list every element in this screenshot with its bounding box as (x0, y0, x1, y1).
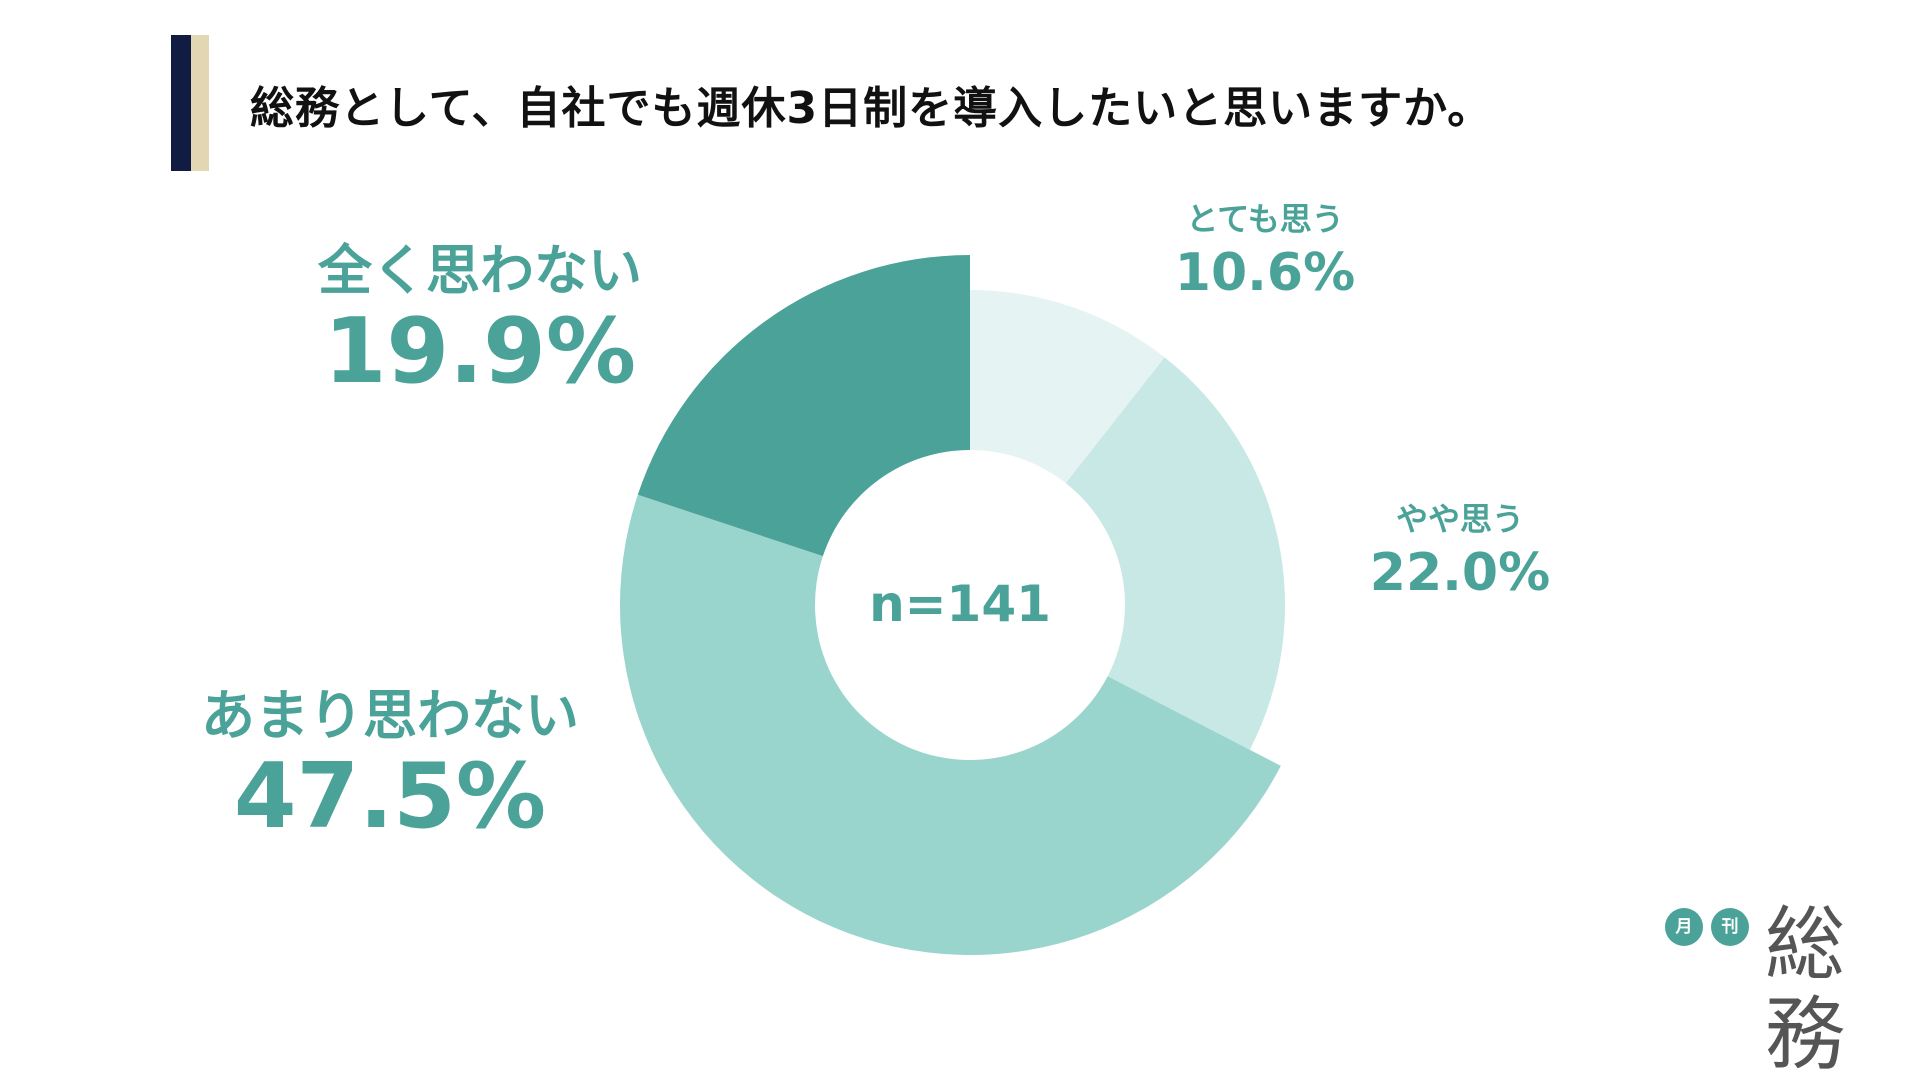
slice-label-somewhat: やや思う 22.0% (1340, 500, 1580, 609)
slice-label-not-at-all-name: 全く思わない (318, 239, 642, 302)
brand-wordmark: 総務 (1765, 898, 1845, 1081)
slice-label-somewhat-value: 22.0% (1369, 543, 1551, 604)
slice-label-not-at-all-value: 19.9% (323, 299, 637, 405)
brand-logo: 月 刊 総務 (1665, 900, 1905, 1080)
slice-label-not-at-all: 全く思わない 19.9% (270, 239, 690, 405)
slice-not-at-all (637, 255, 970, 557)
brand-circle-1: 月 (1665, 908, 1703, 946)
donut-chart (619, 255, 1285, 956)
slice-label-very: とても思う 10.6% (1150, 200, 1380, 309)
title-accent-navy (171, 35, 191, 171)
slice-somewhat (1065, 357, 1285, 750)
title-accent-beige (191, 35, 209, 171)
page-title: 総務として、自社でも週休3日制を導入したいと思いますか。 (250, 83, 1493, 134)
slice-label-not-much-name: あまり思わない (201, 684, 579, 747)
slice-very (970, 290, 1165, 484)
slice-label-somewhat-name: やや思う (1395, 500, 1524, 538)
brand-circle-2: 刊 (1711, 908, 1749, 946)
slice-label-not-much: あまり思わない 47.5% (160, 684, 620, 850)
slice-label-very-name: とても思う (1186, 200, 1344, 238)
slice-label-not-much-value: 47.5% (233, 744, 547, 850)
slice-not-much (619, 494, 1281, 956)
sample-size-label: n=141 (869, 575, 1051, 633)
slice-label-very-value: 10.6% (1174, 243, 1356, 304)
